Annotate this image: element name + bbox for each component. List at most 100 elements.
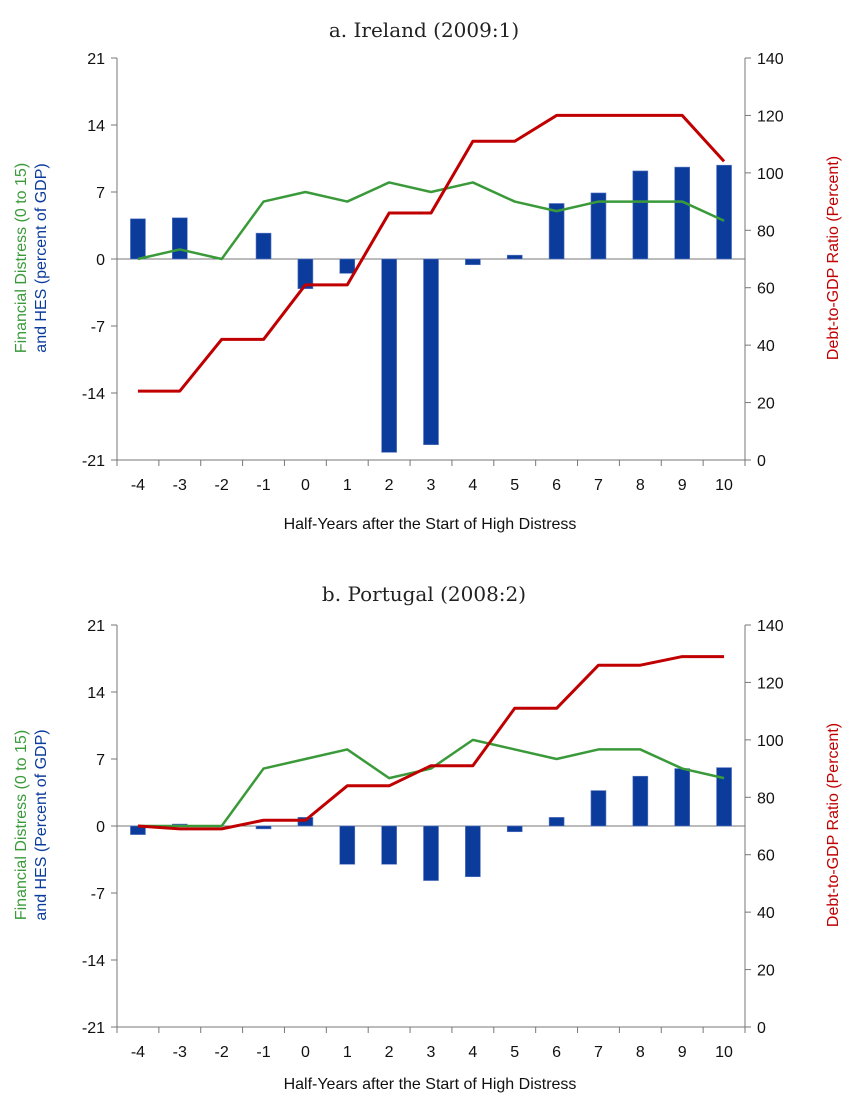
- y-left-label-line1: Financial Distress (0 to 15): [13, 163, 30, 353]
- financial-distress-line: [137, 181, 725, 261]
- hes-bar: [381, 825, 397, 865]
- panel-ireland: a. Ireland (2009:1) Half-Years after the…: [13, 18, 842, 533]
- x-axis-label: Half-Years after the Start of High Distr…: [284, 516, 577, 533]
- x-tick-label: -4: [131, 1044, 145, 1061]
- panel-portugal: b. Portugal (2008:2) Half-Years after th…: [13, 582, 842, 1093]
- x-tick-label: 4: [468, 1044, 477, 1061]
- x-tick-label: -3: [173, 477, 187, 494]
- x-tick-label: 9: [678, 477, 687, 494]
- y-right-tick-label: 80: [757, 790, 775, 807]
- y-right-tick-label: 140: [757, 51, 784, 68]
- hes-bar: [548, 203, 565, 260]
- hes-bar: [590, 790, 607, 827]
- financial-distress-line: [137, 738, 725, 828]
- y-right-tick-label: 40: [757, 905, 775, 922]
- y-left-label-line1: Financial Distress (0 to 15): [13, 730, 30, 920]
- x-tick-label: 5: [510, 1044, 519, 1061]
- y-left-tick-label: -14: [82, 386, 105, 403]
- x-tick-label: -2: [215, 1044, 229, 1061]
- y-left-tick-label: -21: [82, 453, 105, 470]
- hes-bar: [297, 258, 314, 289]
- y-left-tick-label: 0: [96, 252, 105, 269]
- x-tick-label: 10: [715, 477, 733, 494]
- hes-bar: [465, 258, 481, 266]
- x-tick-label: 8: [636, 1044, 645, 1061]
- x-tick-label: 6: [552, 1044, 561, 1061]
- x-tick-label: 10: [715, 1044, 733, 1061]
- y-left-tick-label: 21: [87, 618, 105, 635]
- x-tick-label: 3: [427, 477, 436, 494]
- y-left-tick-label: -7: [91, 319, 105, 336]
- hes-bar: [255, 232, 272, 260]
- hes-bar: [716, 164, 732, 260]
- y-left-tick-label: 14: [87, 118, 105, 135]
- y-right-tick-label: 60: [757, 848, 775, 865]
- x-tick-label: -1: [256, 1044, 270, 1061]
- hes-bar: [381, 258, 397, 453]
- hes-bar: [590, 192, 607, 260]
- hes-bar: [255, 825, 272, 830]
- x-tick-label: 0: [301, 1044, 310, 1061]
- y-left-label-line2: and HES (percent of GDP): [33, 163, 50, 352]
- x-tick-label: 6: [552, 477, 561, 494]
- hes-bar: [716, 767, 732, 827]
- x-tick-label: 1: [343, 477, 352, 494]
- x-tick-label: 8: [636, 477, 645, 494]
- y-left-tick-label: 7: [96, 752, 105, 769]
- y-right-tick-label: 100: [757, 733, 784, 750]
- hes-bar: [465, 825, 481, 878]
- y-right-label: Debt-to-GDP Ratio (Percent): [825, 156, 842, 360]
- y-left-tick-label: 14: [87, 685, 105, 702]
- hes-bar: [339, 258, 356, 274]
- y-right-tick-label: 20: [757, 963, 775, 980]
- y-right-tick-label: 140: [757, 618, 784, 635]
- x-tick-label: 0: [301, 477, 310, 494]
- y-left-label-line2: and HES (Percent of GDP): [33, 729, 50, 920]
- hes-bar: [506, 254, 523, 260]
- y-left-tick-label: -21: [82, 1020, 105, 1037]
- hes-bar: [172, 217, 188, 260]
- hes-bar: [674, 768, 691, 827]
- hes-bar: [674, 166, 691, 260]
- x-axis-label: Half-Years after the Start of High Distr…: [284, 1076, 577, 1093]
- y-right-tick-label: 100: [757, 166, 784, 183]
- y-left-tick-label: 21: [87, 51, 105, 68]
- y-right-label: Debt-to-GDP Ratio (Percent): [825, 723, 842, 927]
- chart-title: a. Ireland (2009:1): [329, 18, 519, 42]
- hes-bar: [423, 258, 439, 445]
- y-right-tick-label: 120: [757, 108, 784, 125]
- hes-bar: [506, 825, 523, 833]
- x-tick-label: -4: [131, 477, 145, 494]
- hes-bar: [339, 825, 356, 865]
- x-tick-label: 5: [510, 477, 519, 494]
- x-tick-label: 3: [427, 1044, 436, 1061]
- y-left-tick-label: 7: [96, 185, 105, 202]
- x-tick-label: 4: [468, 477, 477, 494]
- y-right-tick-label: 20: [757, 396, 775, 413]
- chart-title: b. Portugal (2008:2): [322, 582, 526, 606]
- debt-to-gdp-line: [137, 655, 725, 831]
- x-tick-label: 2: [385, 477, 394, 494]
- x-tick-label: -1: [256, 477, 270, 494]
- x-tick-label: 7: [594, 1044, 603, 1061]
- x-tick-label: 7: [594, 477, 603, 494]
- y-right-tick-label: 80: [757, 223, 775, 240]
- y-right-tick-label: 0: [757, 1020, 766, 1037]
- x-tick-label: -2: [215, 477, 229, 494]
- y-left-tick-label: -14: [82, 953, 105, 970]
- hes-bar: [130, 218, 146, 260]
- y-right-tick-label: 120: [757, 675, 784, 692]
- hes-bar: [423, 825, 439, 881]
- x-tick-label: -3: [173, 1044, 187, 1061]
- x-tick-label: 2: [385, 1044, 394, 1061]
- y-left-tick-label: 0: [96, 819, 105, 836]
- debt-to-gdp-line: [137, 113, 726, 393]
- y-left-tick-label: -7: [91, 886, 105, 903]
- x-tick-label: 9: [678, 1044, 687, 1061]
- hes-bar: [548, 817, 565, 827]
- hes-bar: [632, 170, 649, 260]
- y-right-tick-label: 60: [757, 281, 775, 298]
- y-right-tick-label: 0: [757, 453, 766, 470]
